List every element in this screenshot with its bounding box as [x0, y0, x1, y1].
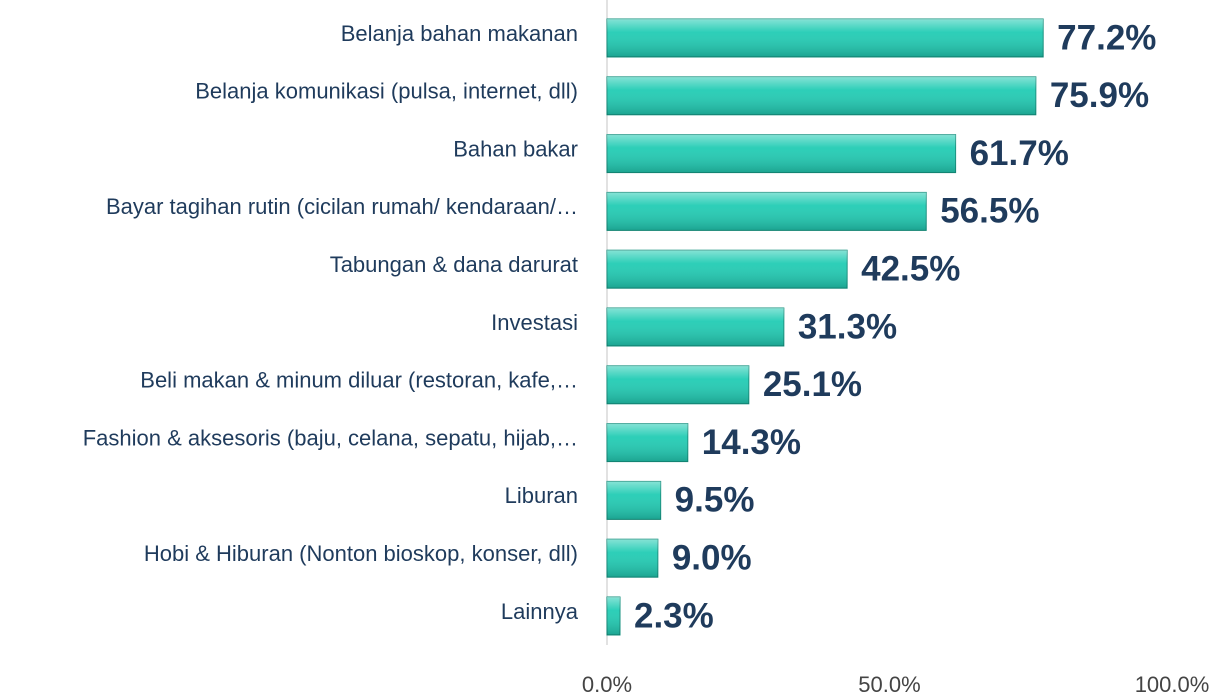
category-label: Lainnya: [501, 599, 579, 624]
value-label: 9.5%: [675, 481, 755, 520]
category-label: Investasi: [491, 310, 578, 335]
value-label: 14.3%: [702, 423, 801, 462]
bar-shade: [607, 19, 1044, 57]
category-label: Beli makan & minum diluar (restoran, kaf…: [140, 368, 578, 393]
category-label: Liburan: [505, 483, 578, 508]
x-tick-label: 0.0%: [582, 672, 632, 697]
category-label: Fashion & aksesoris (baju, celana, sepat…: [83, 425, 578, 450]
bar-shade: [607, 365, 749, 404]
bar-shade: [607, 597, 620, 635]
category-label: Bahan bakar: [453, 136, 578, 161]
x-tick-label: 100.0%: [1135, 672, 1209, 697]
category-label: Hobi & Hiburan (Nonton bioskop, konser, …: [144, 541, 578, 566]
bar-shade: [607, 134, 956, 173]
value-label: 77.2%: [1057, 18, 1156, 57]
value-label: 42.5%: [861, 249, 960, 288]
bar-shade: [607, 481, 661, 520]
bar-shade: [607, 76, 1036, 115]
value-label: 75.9%: [1050, 76, 1149, 115]
category-label: Belanja bahan makanan: [341, 21, 578, 46]
bar-shade: [607, 539, 658, 578]
bar-shade: [607, 423, 688, 462]
category-label: Belanja komunikasi (pulsa, internet, dll…: [195, 79, 578, 104]
value-label: 56.5%: [940, 192, 1039, 231]
category-label: Bayar tagihan rutin (cicilan rumah/ kend…: [106, 194, 578, 219]
value-label: 31.3%: [798, 307, 897, 346]
bar-shade: [607, 250, 848, 289]
value-label: 25.1%: [763, 365, 862, 404]
value-label: 2.3%: [634, 596, 714, 635]
x-tick-label: 50.0%: [858, 672, 920, 697]
bar-shade: [607, 308, 784, 346]
category-label: Tabungan & dana darurat: [330, 252, 578, 277]
value-label: 9.0%: [672, 538, 752, 577]
value-label: 61.7%: [970, 134, 1069, 173]
bar-shade: [607, 192, 927, 231]
